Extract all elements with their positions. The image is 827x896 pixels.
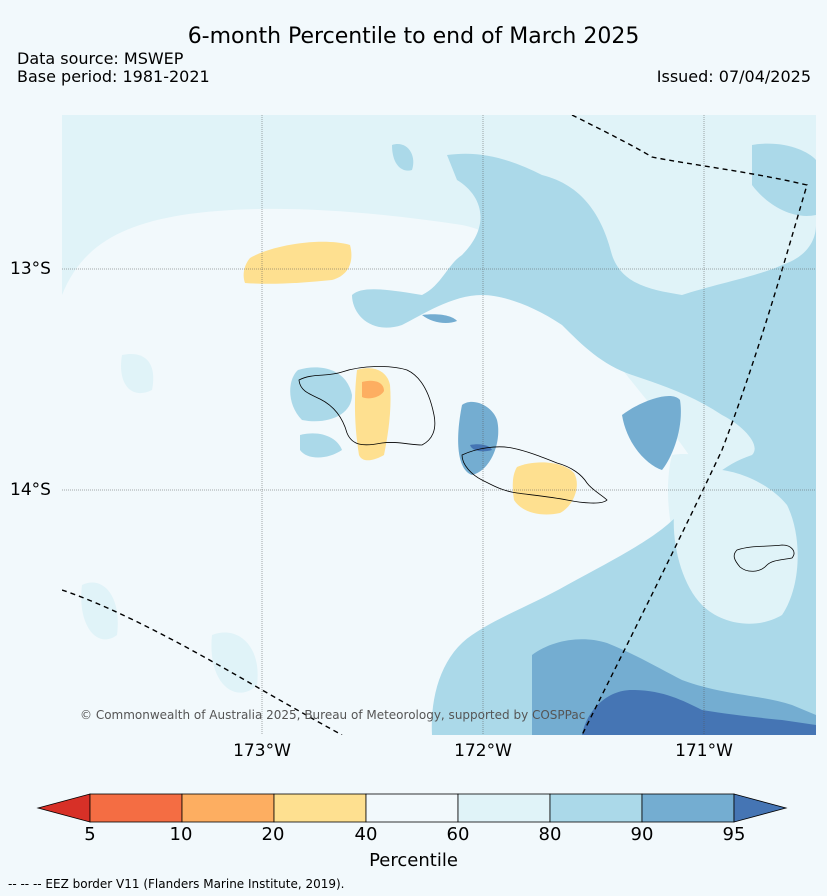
region-60-80-east-hole	[673, 469, 798, 624]
copyright-text: © Commonwealth of Australia 2025, Bureau…	[80, 708, 585, 722]
colorbar-segment-60-80	[457, 793, 551, 823]
lat-label-14s: 14°S	[10, 480, 51, 500]
colorbar-tick-40: 40	[354, 824, 378, 845]
lon-label-171w: 171°W	[675, 741, 733, 761]
percentile-map: © Commonwealth of Australia 2025, Bureau…	[62, 115, 816, 735]
colorbar-segment-80-90	[549, 793, 643, 823]
colorbar-tick-5: 5	[84, 824, 96, 845]
eez-border	[62, 115, 808, 735]
colorbar-tick-60: 60	[446, 824, 470, 845]
samoa-coastline	[298, 366, 795, 572]
region-above-95-small	[470, 444, 492, 452]
colorbar-segment-10-20	[181, 793, 275, 823]
map-title: 6-month Percentile to end of March 2025	[187, 24, 640, 49]
lon-label-172w: 172°W	[454, 741, 512, 761]
data-source: Data source: MSWEP	[17, 49, 184, 68]
colorbar-segment-5-10	[89, 793, 183, 823]
colorbar-segment-below-5	[36, 793, 91, 823]
region-10-20	[362, 380, 384, 399]
lat-label-13s: 13°S	[10, 259, 51, 279]
lon-label-173w: 173°W	[233, 741, 291, 761]
colorbar-tick-95: 95	[722, 824, 746, 845]
colorbar-tick-20: 20	[261, 824, 285, 845]
colorbar	[36, 793, 788, 823]
colorbar-tick-90: 90	[630, 824, 654, 845]
colorbar-segment-90-95	[641, 793, 735, 823]
colorbar-label: Percentile	[369, 850, 458, 871]
colorbar-tick-10: 10	[169, 824, 193, 845]
base-period: Base period: 1981-2021	[17, 67, 210, 86]
graticule	[62, 115, 816, 735]
region-above-95	[582, 690, 816, 735]
colorbar-tick-80: 80	[538, 824, 562, 845]
colorbar-segment-20-40	[273, 793, 367, 823]
colorbar-segment-40-60	[365, 793, 459, 823]
issued-date: Issued: 07/04/2025	[656, 67, 811, 86]
colorbar-segment-above-95	[733, 793, 788, 823]
eez-footnote: -- -- -- EEZ border V11 (Flanders Marine…	[8, 877, 345, 891]
